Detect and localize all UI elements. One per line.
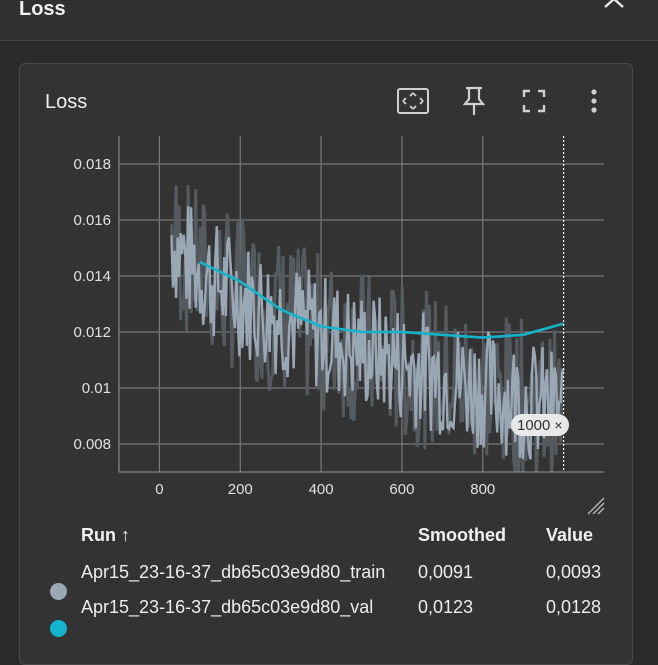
val-series-line <box>199 260 564 339</box>
y-tick-label: 0.012 <box>73 324 111 341</box>
y-tick-label: 0.008 <box>73 436 111 453</box>
x-tick-label: 800 <box>470 481 495 498</box>
hover-step-chip[interactable]: 1000 × <box>511 414 569 436</box>
loss-chart[interactable]: 0.008 0.01 0.012 0.014 0.016 0.018 0 200 400 600 8… <box>0 0 658 520</box>
run-name: Apr15_23-16-37_db65c03e9d80_val <box>81 597 374 617</box>
card-title: Loss <box>45 91 88 113</box>
run-color-dot <box>50 620 67 637</box>
pin-icon[interactable] <box>457 84 491 118</box>
chevron-up-icon[interactable] <box>600 0 628 14</box>
train-series-line <box>170 206 565 460</box>
x-tick-label: 600 <box>389 481 414 498</box>
y-tick-label: 0.016 <box>73 212 111 229</box>
run-color-dot <box>50 583 67 600</box>
train-raw-shadow-line <box>170 185 565 472</box>
y-tick-label: 0.014 <box>73 268 111 285</box>
x-tick-label: 0 <box>155 481 163 498</box>
smoothed-column-header[interactable]: Smoothed <box>418 525 506 545</box>
close-icon[interactable]: × <box>554 417 563 433</box>
resize-handle-icon[interactable] <box>584 494 606 516</box>
x-tick-label: 200 <box>228 481 253 498</box>
run-column-header[interactable]: Run ↑ <box>81 525 130 545</box>
more-vert-icon[interactable] <box>577 84 611 118</box>
smoothed-value: 0,0091 <box>418 562 474 582</box>
y-tick-label: 0.01 <box>82 380 111 397</box>
raw-value: 0,0128 <box>546 597 602 617</box>
y-tick-label: 0.018 <box>73 156 111 173</box>
value-column-header[interactable]: Value <box>546 525 594 545</box>
x-tick-label: 400 <box>309 481 334 498</box>
section-title: Loss <box>19 0 66 20</box>
fit-domain-icon[interactable] <box>396 84 430 118</box>
smoothed-value: 0,0123 <box>418 597 474 617</box>
fullscreen-icon[interactable] <box>517 84 551 118</box>
run-name: Apr15_23-16-37_db65c03e9d80_train <box>81 562 386 582</box>
raw-value: 0,0093 <box>546 562 602 582</box>
section-header: Loss <box>0 0 658 41</box>
hover-step-label: 1000 <box>517 417 551 434</box>
